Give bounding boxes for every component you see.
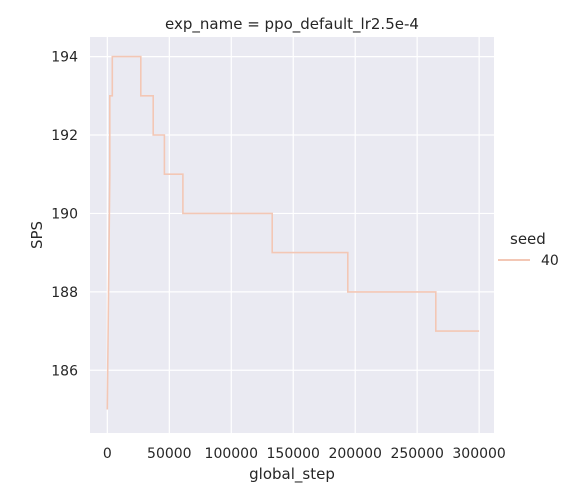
y-tick-labels: 186 188 190 192 194 — [51, 50, 78, 380]
plot-background — [90, 37, 494, 433]
legend: seed 40 — [498, 230, 559, 269]
x-tick-label: 300000 — [452, 446, 505, 462]
x-axis-label: global_step — [249, 465, 335, 484]
x-tick-labels: 0 50000 100000 150000 200000 250000 300000 — [103, 446, 506, 462]
legend-title: seed — [510, 230, 546, 248]
series-group — [106, 55, 480, 410]
y-tick-label: 188 — [51, 285, 78, 301]
x-tick-label: 50000 — [147, 446, 192, 462]
grid-lines — [90, 37, 494, 433]
x-tick-label: 100000 — [205, 446, 258, 462]
legend-entry-40: 40 — [541, 253, 559, 269]
series-line-40 — [106, 55, 480, 410]
y-tick-label: 190 — [51, 206, 78, 222]
y-tick-label: 186 — [51, 363, 78, 379]
y-axis-label: SPS — [28, 221, 46, 249]
y-tick-label: 194 — [51, 50, 78, 66]
x-tick-label: 150000 — [267, 446, 320, 462]
chart-title: exp_name = ppo_default_lr2.5e-4 — [165, 15, 419, 34]
y-tick-label: 192 — [51, 128, 78, 144]
x-tick-label: 0 — [103, 446, 112, 462]
x-tick-label: 250000 — [390, 446, 443, 462]
x-tick-label: 200000 — [328, 446, 381, 462]
